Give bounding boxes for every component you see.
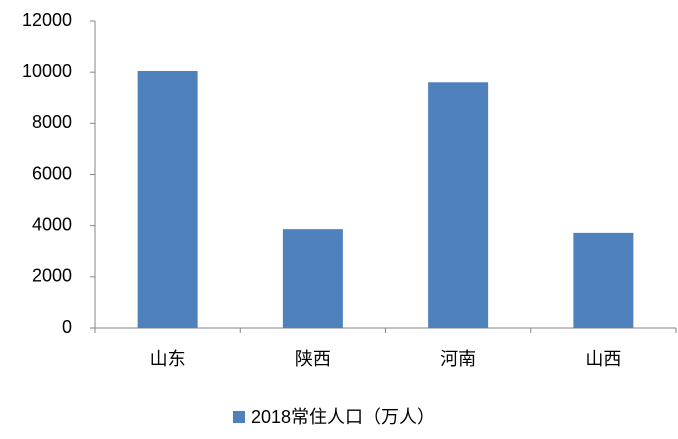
- y-tick-label: 2000: [32, 266, 72, 286]
- y-tick-label: 12000: [22, 10, 72, 30]
- bar: [428, 82, 489, 328]
- x-tick-label: 河南: [440, 349, 476, 369]
- y-tick-label: 6000: [32, 163, 72, 183]
- x-tick-label: 山东: [150, 349, 186, 369]
- bar: [282, 229, 343, 328]
- bar: [573, 232, 634, 328]
- legend-label: 2018常住人口（万人）: [251, 407, 435, 427]
- x-tick-label: 陕西: [295, 349, 331, 369]
- bar: [137, 70, 198, 329]
- y-tick-label: 0: [62, 317, 72, 337]
- y-tick-label: 4000: [32, 214, 72, 234]
- y-tick-label: 8000: [32, 112, 72, 132]
- y-tick-label: 10000: [22, 61, 72, 81]
- x-tick-label: 山西: [585, 349, 621, 369]
- legend-swatch: [233, 411, 245, 423]
